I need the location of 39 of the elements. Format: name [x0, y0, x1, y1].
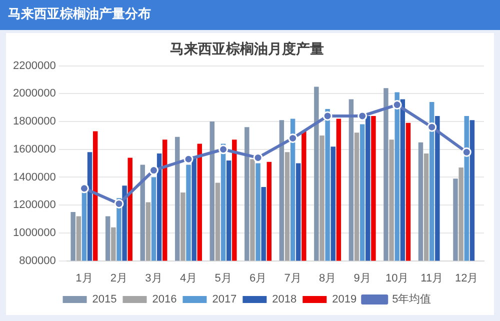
- y-tick-label: 1600000: [12, 143, 56, 156]
- x-tick-label: 7月: [284, 272, 302, 284]
- point: [253, 152, 263, 162]
- y-tick-label: 2000000: [12, 88, 56, 100]
- point: [114, 198, 124, 208]
- chart-subtitle: 马来西亚棕榈油月度产量: [170, 40, 324, 56]
- x-tick-label: 1月: [76, 272, 93, 284]
- chart-title: 马来西亚棕榈油产量分布: [0, 0, 500, 30]
- legend-label: 5年均值: [392, 294, 432, 306]
- legend-label: 2017: [212, 294, 237, 306]
- x-tick-label: 12月: [454, 272, 478, 284]
- x-tick-label: 2月: [110, 272, 128, 284]
- legend-label: 2015: [92, 294, 117, 306]
- x-tick-label: 4月: [180, 272, 198, 284]
- point: [288, 133, 298, 143]
- y-tick-label: 1400000: [12, 171, 56, 184]
- point: [148, 166, 158, 176]
- point: [392, 100, 402, 110]
- legend-label: 2016: [152, 294, 177, 306]
- point: [427, 122, 437, 132]
- y-tick-label: 1200000: [12, 199, 56, 212]
- legend-label: 2019: [332, 294, 357, 306]
- y-tick-label: 2200000: [12, 60, 56, 72]
- point: [358, 111, 368, 121]
- y-tick-label: 1000000: [12, 226, 56, 239]
- x-tick-label: 6月: [249, 272, 267, 284]
- x-tick-label: 8月: [318, 272, 336, 284]
- point: [322, 111, 332, 121]
- legend-label: 2018: [272, 294, 297, 306]
- x-tick-label: 10月: [385, 272, 409, 284]
- x-tick-label: 11月: [420, 272, 444, 284]
- x-tick-label: 9月: [354, 272, 371, 284]
- y-tick-label: 1800000: [12, 116, 56, 128]
- x-tick-label: 3月: [145, 272, 162, 284]
- point: [462, 147, 472, 157]
- y-tick-label: 800000: [19, 254, 56, 267]
- point: [184, 154, 194, 164]
- x-tick-label: 5月: [214, 272, 232, 284]
- point: [218, 144, 228, 154]
